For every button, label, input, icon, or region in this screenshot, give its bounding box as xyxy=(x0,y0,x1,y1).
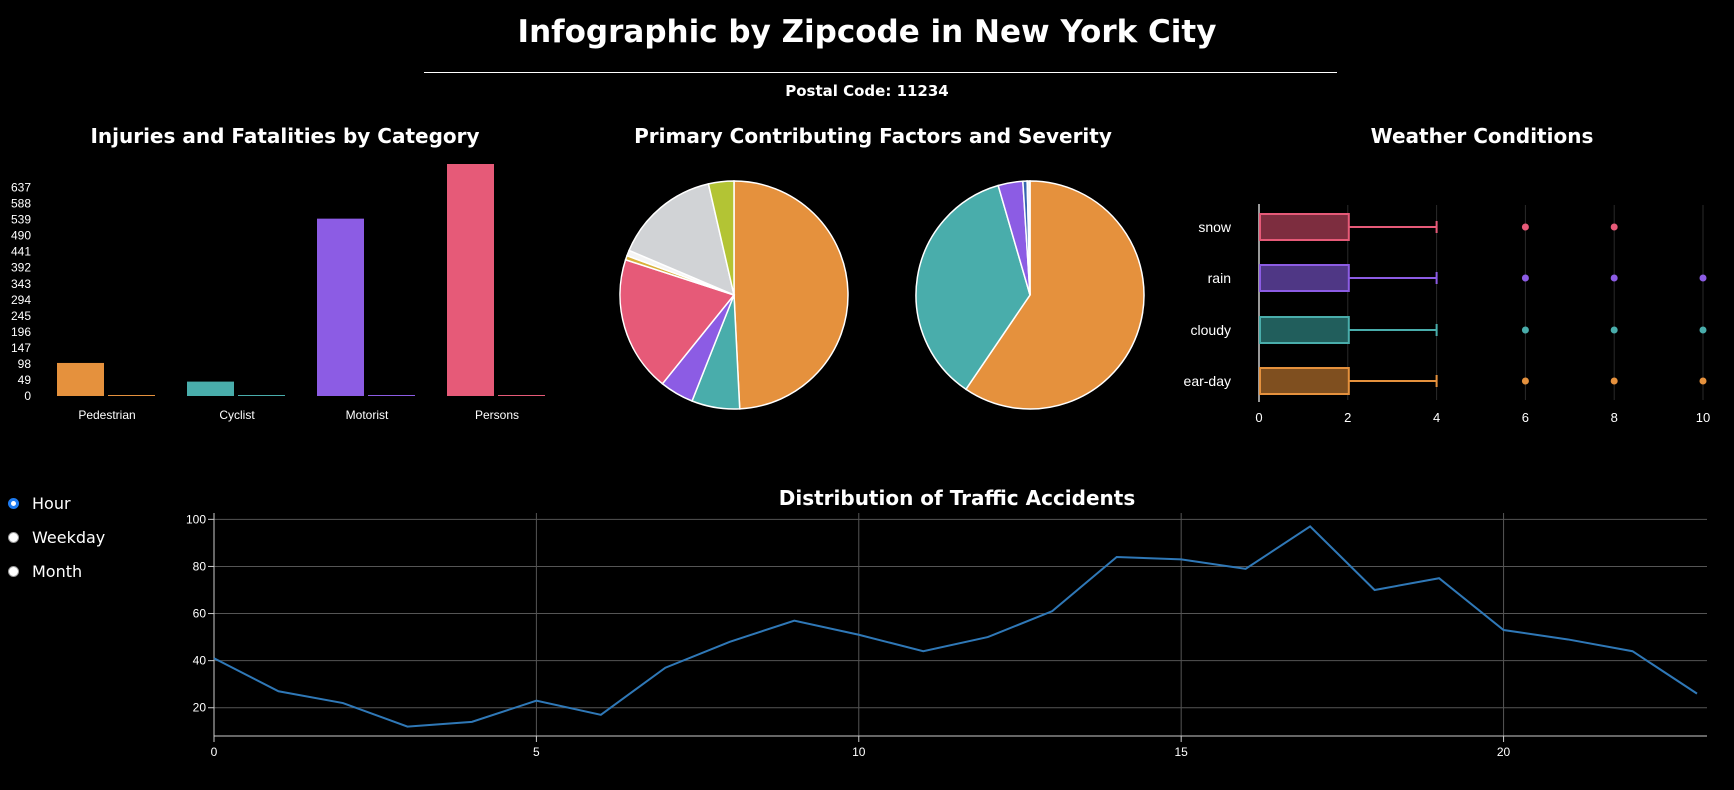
bar-y-tick-label: 245 xyxy=(11,309,31,323)
bar-injuries-motorist xyxy=(317,218,364,396)
box-category-label: snow xyxy=(1198,219,1232,235)
bar-y-tick-label: 49 xyxy=(18,373,32,387)
box-x-tick-label: 10 xyxy=(1696,410,1710,425)
bar-fatalities-pedestrian xyxy=(108,395,155,396)
bar-x-tick-label: Persons xyxy=(475,408,519,422)
line-y-tick-label: 40 xyxy=(193,654,207,668)
line-chart-title: Distribution of Traffic Accidents xyxy=(778,486,1136,510)
box-x-tick-label: 0 xyxy=(1255,410,1262,425)
bar-y-tick-label: 343 xyxy=(11,277,31,291)
line-y-tick-label: 20 xyxy=(193,701,207,715)
weather-box-chart: 0 2 4 6 8 10 snow rain cloudy ear-day xyxy=(1184,204,1710,425)
box-outlier-point xyxy=(1699,377,1707,385)
box-rain xyxy=(1259,264,1350,292)
line-x-tick-label: 15 xyxy=(1174,745,1188,759)
box-ear-day xyxy=(1259,367,1350,395)
bar-fatalities-persons xyxy=(498,395,545,396)
box-outlier-point xyxy=(1610,274,1618,282)
line-y-tick-label: 100 xyxy=(186,512,206,526)
box-category-label: cloudy xyxy=(1191,322,1231,338)
pie-1-slice xyxy=(619,258,736,385)
radio-hour-button[interactable] xyxy=(8,497,19,509)
bar-y-tick-label: 441 xyxy=(11,245,31,259)
bar-x-tick-label: Pedestrian xyxy=(78,408,135,422)
box-outlier-point xyxy=(1699,326,1707,334)
box-x-tick-label: 4 xyxy=(1433,410,1440,425)
bar-y-tick-label: 294 xyxy=(11,293,31,307)
radio-weekday-label: Weekday xyxy=(32,527,106,547)
radio-hour[interactable]: Hour xyxy=(8,486,105,520)
pie-2-slice xyxy=(964,180,1145,410)
bar-y-tick-label: 392 xyxy=(11,261,31,275)
page-title: Infographic by Zipcode in New York City xyxy=(517,14,1217,50)
bar-y-tick-label: 490 xyxy=(11,229,31,243)
radio-month[interactable]: Month xyxy=(8,554,105,588)
bar-fatalities-motorist xyxy=(368,395,415,396)
bar-y-tick-label: 539 xyxy=(11,213,31,227)
line-y-tick-label: 80 xyxy=(193,559,207,573)
time-granularity-selector: Hour Weekday Month xyxy=(8,486,105,588)
pie-2-slice xyxy=(915,184,1031,391)
box-x-tick-label: 2 xyxy=(1344,410,1351,425)
box-outlier-point xyxy=(1521,274,1529,282)
box-outlier-point xyxy=(1521,326,1529,334)
radio-hour-label: Hour xyxy=(32,493,71,513)
radio-month-label: Month xyxy=(32,561,83,581)
box-chart-title: Weather Conditions xyxy=(1370,124,1594,148)
bar-y-tick-label: 147 xyxy=(11,341,31,355)
pie-1-slice xyxy=(628,183,736,297)
title-divider xyxy=(424,72,1337,73)
box-category-label: rain xyxy=(1208,270,1231,286)
postal-code-label: Postal Code: 11234 xyxy=(785,82,949,100)
accidents-line-series xyxy=(213,525,1698,728)
bar-y-tick-label: 196 xyxy=(11,325,31,339)
bar-chart-title: Injuries and Fatalities by Category xyxy=(90,124,480,148)
factors-pie-charts xyxy=(619,180,1145,410)
line-y-tick-label: 60 xyxy=(193,607,207,621)
box-category-label: ear-day xyxy=(1184,373,1231,389)
line-x-tick-label: 0 xyxy=(211,745,218,759)
bar-injuries-persons xyxy=(447,164,494,396)
box-cloudy xyxy=(1259,316,1350,344)
bar-y-tick-label: 637 xyxy=(11,181,31,195)
accidents-line-chart: 20 40 60 80 100 0 5 10 15 20 xyxy=(186,512,1707,759)
bar-injuries-cyclist xyxy=(187,381,234,396)
radio-weekday-button[interactable] xyxy=(8,531,19,543)
bar-injuries-pedestrian xyxy=(57,362,104,396)
radio-month-button[interactable] xyxy=(8,565,19,577)
box-outlier-point xyxy=(1521,377,1529,385)
pie-2-slice xyxy=(1026,180,1031,296)
bar-x-tick-label: Motorist xyxy=(346,408,389,422)
bar-y-tick-label: 98 xyxy=(18,357,32,371)
bar-y-tick-label: 588 xyxy=(11,197,31,211)
box-outlier-point xyxy=(1610,223,1618,231)
line-x-tick-label: 10 xyxy=(852,745,866,759)
pie-1-slice xyxy=(707,180,735,296)
box-outlier-point xyxy=(1521,223,1529,231)
injuries-bar-chart: 0 49 98 147 196 245 294 343 392 441 490 539 588 637 Pe… xyxy=(11,164,545,422)
line-x-tick-label: 20 xyxy=(1497,745,1511,759)
bar-x-tick-label: Cyclist xyxy=(219,408,255,422)
radio-weekday[interactable]: Weekday xyxy=(8,520,105,554)
line-x-tick-label: 5 xyxy=(533,745,540,759)
bar-fatalities-cyclist xyxy=(238,395,285,396)
pie-1-slice xyxy=(733,180,849,410)
box-outlier-point xyxy=(1610,377,1618,385)
box-x-tick-label: 8 xyxy=(1611,410,1618,425)
box-x-tick-label: 6 xyxy=(1522,410,1529,425)
box-outlier-point xyxy=(1699,274,1707,282)
bar-y-tick-label: 0 xyxy=(24,389,31,403)
pie-chart-title: Primary Contributing Factors and Severit… xyxy=(634,124,1112,148)
box-outlier-point xyxy=(1610,326,1618,334)
box-snow xyxy=(1259,213,1350,241)
